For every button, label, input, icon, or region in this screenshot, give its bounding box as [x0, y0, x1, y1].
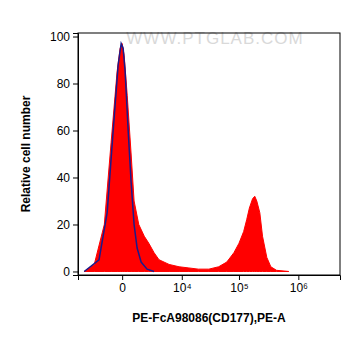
- y-tick-label: 80: [57, 77, 71, 91]
- x-axis-title: PE-FcA98086(CD177),PE-A: [132, 311, 286, 325]
- y-tick-label: 100: [50, 30, 70, 44]
- y-tick: 80: [57, 77, 78, 91]
- x-tick: 0: [119, 275, 126, 295]
- y-axis-title: Relative cell number: [19, 95, 33, 212]
- y-tick-mark: [73, 271, 78, 272]
- x-tick-mark: [182, 275, 183, 280]
- x-tick: 10⁵: [230, 275, 248, 295]
- chart: WWW.PTGLAB.COM 0 10⁴ 10⁵ 10⁶ 0 20 40 60 80 100 PE-F…: [0, 0, 361, 356]
- x-tick-mark: [298, 275, 299, 280]
- x-tick-mark: [122, 275, 123, 280]
- y-tick-label: 0: [63, 265, 70, 279]
- histogram-line: [84, 44, 154, 272]
- y-tick: 0: [63, 265, 78, 279]
- y-tick-label: 60: [57, 124, 71, 138]
- x-tick-mark: [239, 275, 240, 280]
- y-tick-label: 40: [57, 171, 71, 185]
- x-axis: 0 10⁴ 10⁵ 10⁶: [79, 275, 341, 295]
- y-tick-mark: [73, 224, 78, 225]
- y-tick: 100: [50, 30, 78, 44]
- y-axis: 0 20 40 60 80 100: [50, 30, 79, 279]
- plot-frame: [78, 33, 340, 275]
- y-tick-label: 20: [57, 218, 71, 232]
- y-tick-mark: [73, 177, 78, 178]
- y-tick: 60: [57, 124, 78, 138]
- x-tick: 10⁴: [173, 275, 192, 295]
- x-tick: 10⁶: [290, 275, 308, 295]
- x-tick-label: 0: [119, 281, 126, 295]
- histogram-area: [84, 44, 289, 272]
- x-tick-label: 10⁶: [290, 281, 308, 295]
- x-tick-label: 10⁵: [230, 281, 248, 295]
- y-tick: 40: [57, 171, 78, 185]
- x-tick-label: 10⁴: [173, 281, 192, 295]
- y-tick-mark: [73, 84, 78, 85]
- x-axis-line: [79, 276, 341, 281]
- y-tick-mark: [73, 37, 78, 38]
- y-tick-mark: [73, 131, 78, 132]
- plot-area: [84, 44, 289, 272]
- y-tick: 20: [57, 218, 78, 232]
- y-axis-line: [73, 34, 79, 276]
- watermark: WWW.PTGLAB.COM: [126, 29, 303, 48]
